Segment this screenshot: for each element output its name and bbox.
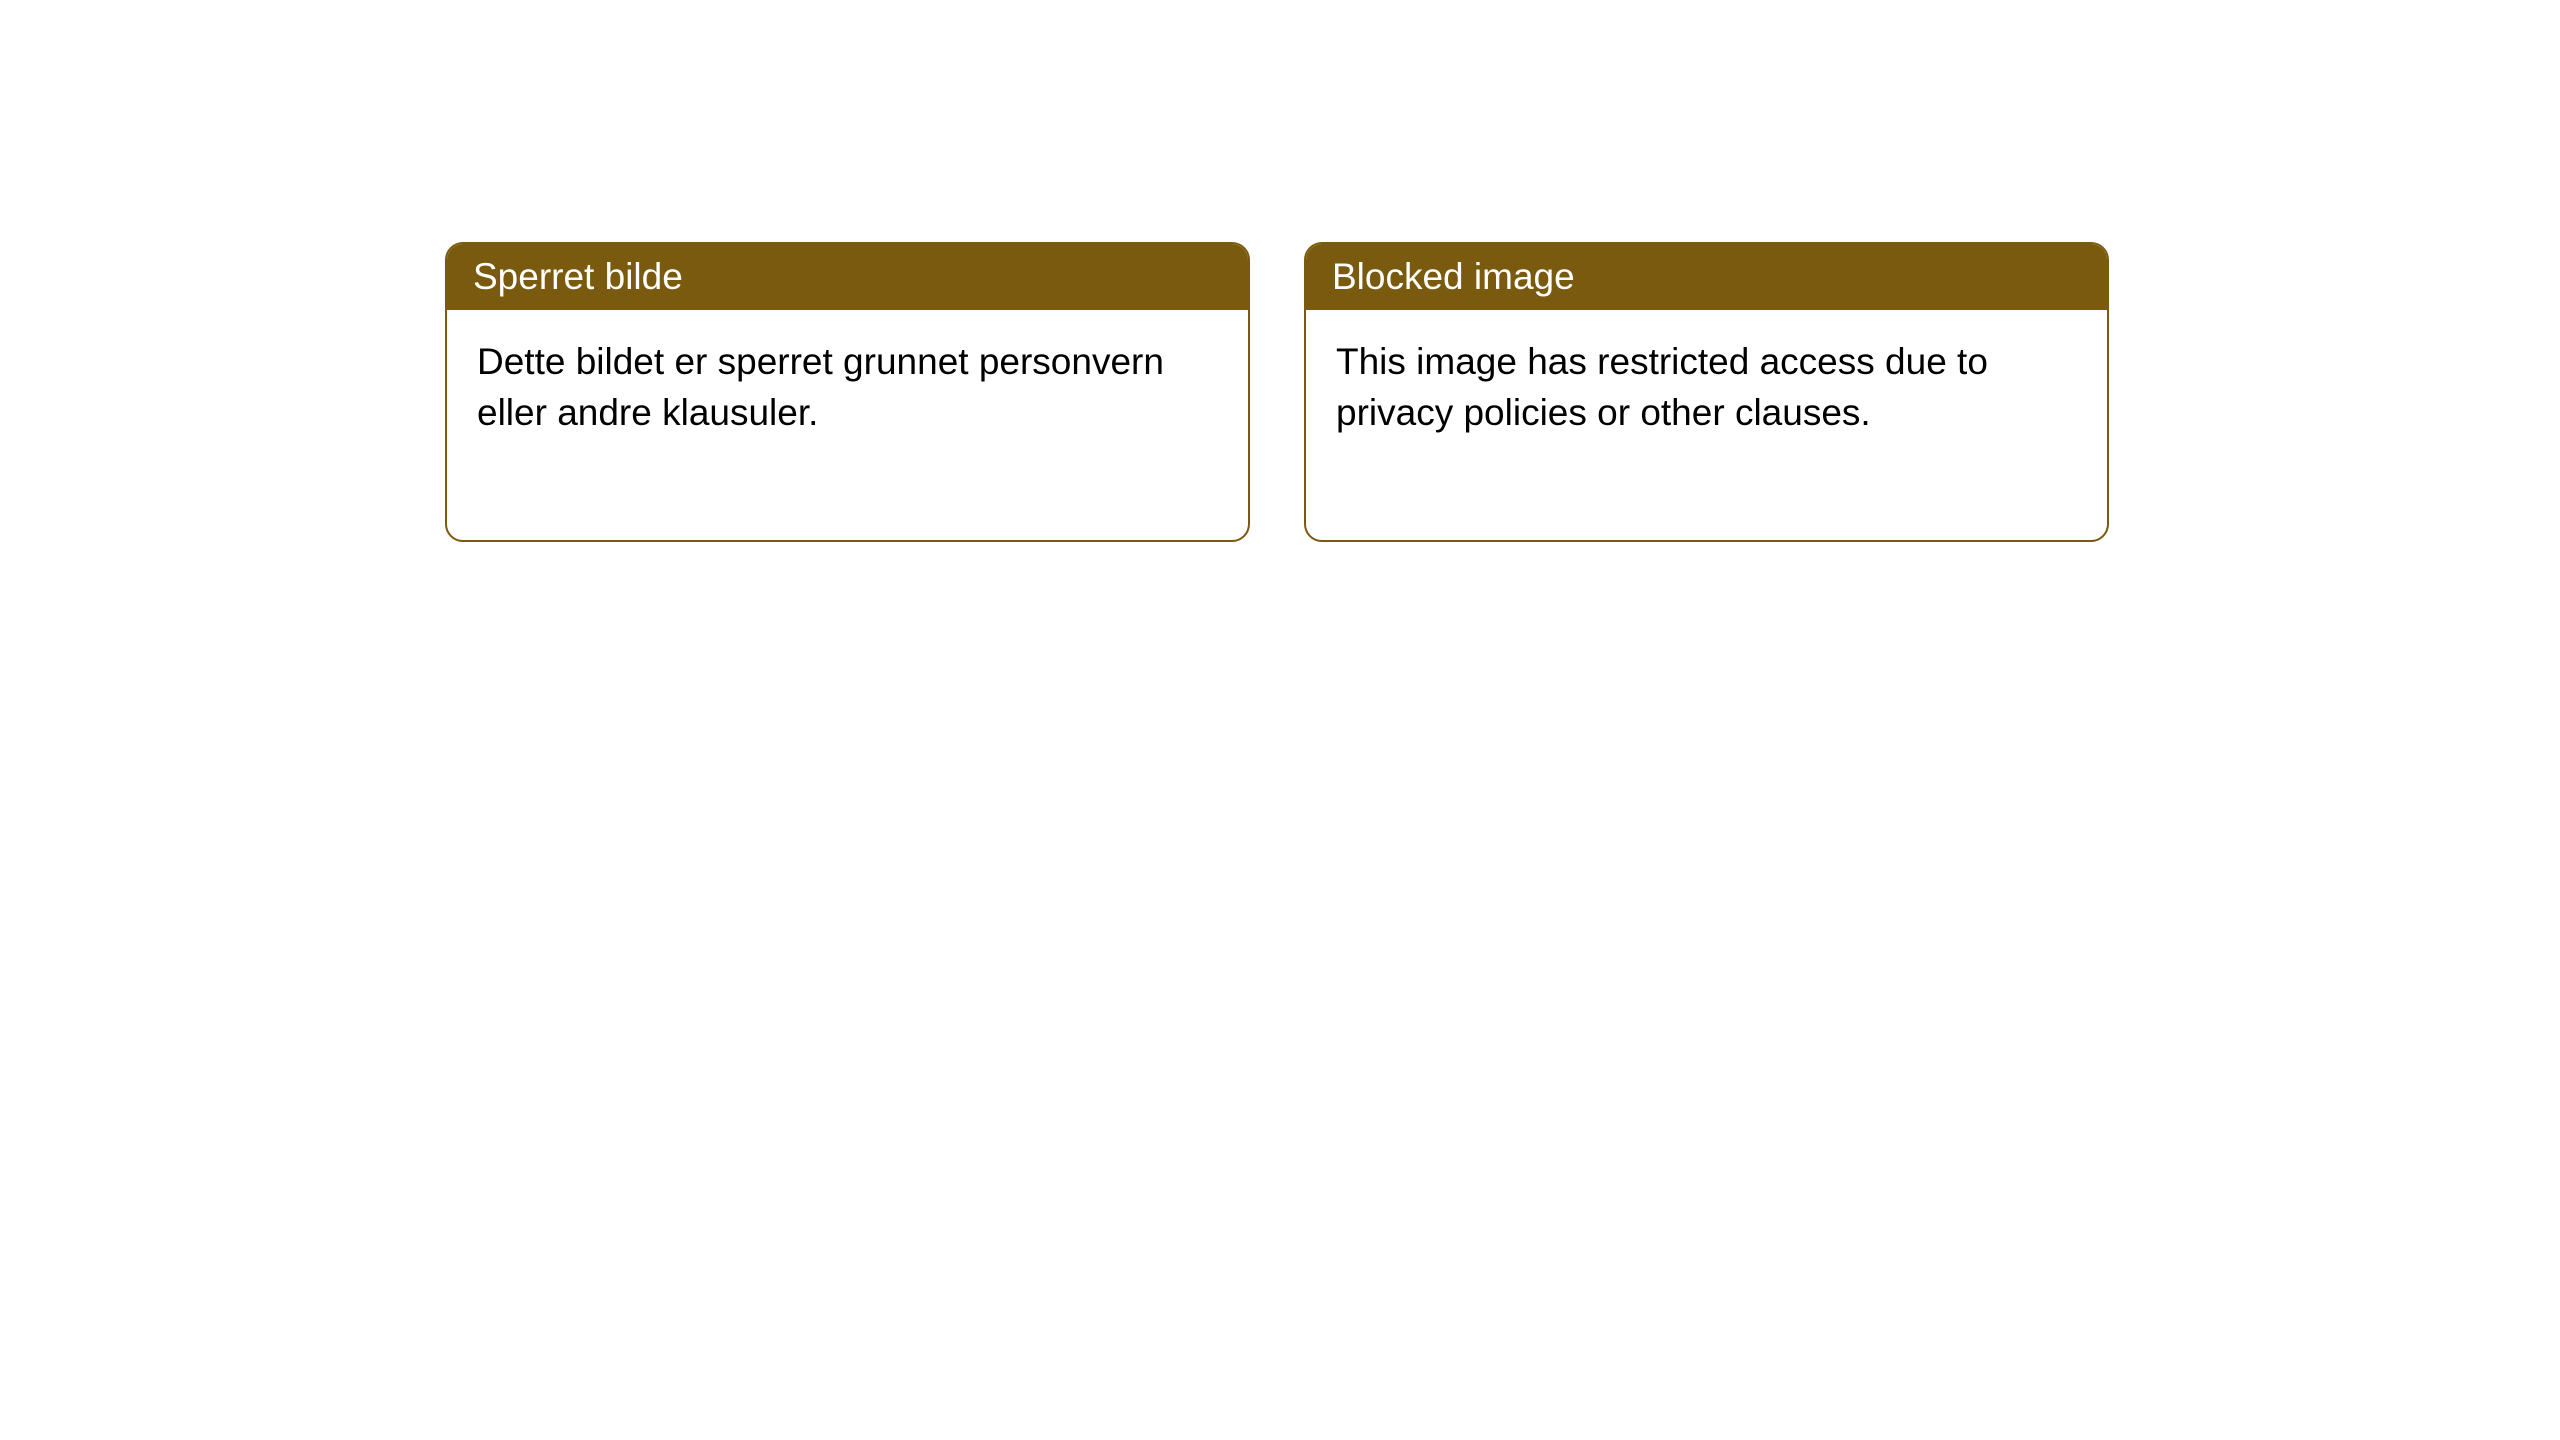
notice-message: This image has restricted access due to … (1336, 341, 1988, 433)
notice-header: Blocked image (1306, 244, 2107, 310)
notice-title: Blocked image (1332, 256, 1575, 297)
notice-header: Sperret bilde (447, 244, 1248, 310)
notice-card-en: Blocked image This image has restricted … (1304, 242, 2109, 542)
notice-message: Dette bildet er sperret grunnet personve… (477, 341, 1164, 433)
notice-title: Sperret bilde (473, 256, 683, 297)
notice-container: Sperret bilde Dette bildet er sperret gr… (445, 242, 2109, 542)
notice-body: Dette bildet er sperret grunnet personve… (447, 310, 1248, 540)
notice-body: This image has restricted access due to … (1306, 310, 2107, 540)
notice-card-no: Sperret bilde Dette bildet er sperret gr… (445, 242, 1250, 542)
